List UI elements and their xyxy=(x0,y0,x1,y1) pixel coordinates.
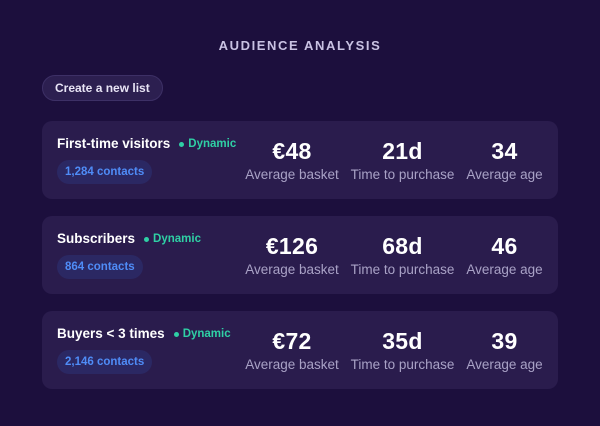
metric-average-age: 39 Average age xyxy=(462,311,547,389)
metric-time-to-purchase: 35d Time to purchase xyxy=(347,311,458,389)
metric-value: 39 xyxy=(491,328,518,354)
audience-name: First-time visitors xyxy=(57,136,171,151)
metric-value: €72 xyxy=(272,328,312,354)
metric-value: 35d xyxy=(382,328,423,354)
metric-average-basket: €126 Average basket xyxy=(242,216,342,294)
status-dot-icon xyxy=(173,331,179,337)
metric-average-basket: €48 Average basket xyxy=(242,121,342,199)
dynamic-tag: Dynamic xyxy=(179,137,236,151)
metric-value: €48 xyxy=(272,138,312,164)
status-dot-icon xyxy=(144,236,150,242)
metric-label: Average age xyxy=(466,262,543,277)
dynamic-tag: Dynamic xyxy=(173,327,231,341)
audience-card-info: Buyers < 3 times Dynamic 2,146 contacts xyxy=(57,311,252,389)
metric-time-to-purchase: 21d Time to purchase xyxy=(347,121,458,199)
metric-average-basket: €72 Average basket xyxy=(242,311,342,389)
audience-card[interactable]: Buyers < 3 times Dynamic 2,146 contacts … xyxy=(42,311,558,389)
metric-average-age: 34 Average age xyxy=(462,121,547,199)
metric-label: Average basket xyxy=(245,167,339,182)
contacts-badge[interactable]: 2,146 contacts xyxy=(57,350,153,374)
dynamic-tag: Dynamic xyxy=(144,232,201,246)
metric-value: €126 xyxy=(265,233,319,259)
audience-name-row: Buyers < 3 times Dynamic xyxy=(57,326,231,342)
metric-label: Average basket xyxy=(245,357,339,372)
dynamic-tag-label: Dynamic xyxy=(188,138,237,150)
metric-value: 21d xyxy=(382,138,423,164)
metric-average-age: 46 Average age xyxy=(462,216,547,294)
metric-time-to-purchase: 68d Time to purchase xyxy=(347,216,458,294)
audience-name-row: First-time visitors Dynamic xyxy=(57,136,236,152)
metric-label: Average basket xyxy=(245,262,339,277)
metric-label: Average age xyxy=(466,167,543,182)
dynamic-tag-label: Dynamic xyxy=(153,233,201,245)
metric-value: 46 xyxy=(491,233,518,259)
audience-name-row: Subscribers Dynamic xyxy=(57,231,201,247)
metric-value: 34 xyxy=(491,138,518,164)
audience-card-info: Subscribers Dynamic 864 contacts xyxy=(57,216,252,294)
audience-card[interactable]: Subscribers Dynamic 864 contacts €126 Av… xyxy=(42,216,558,294)
contacts-badge[interactable]: 864 contacts xyxy=(57,255,143,279)
audience-card[interactable]: First-time visitors Dynamic 1,284 contac… xyxy=(42,121,558,199)
metric-label: Average age xyxy=(466,357,543,372)
audience-card-info: First-time visitors Dynamic 1,284 contac… xyxy=(57,121,252,199)
audience-name: Subscribers xyxy=(57,231,136,246)
contacts-badge[interactable]: 1,284 contacts xyxy=(57,160,153,184)
dynamic-tag-label: Dynamic xyxy=(182,328,231,340)
metric-label: Time to purchase xyxy=(350,262,455,277)
metric-label: Time to purchase xyxy=(350,167,455,182)
audience-list: First-time visitors Dynamic 1,284 contac… xyxy=(42,121,558,406)
metric-value: 68d xyxy=(382,233,423,259)
status-dot-icon xyxy=(179,141,185,147)
create-list-button[interactable]: Create a new list xyxy=(42,75,163,101)
metric-label: Time to purchase xyxy=(350,357,455,372)
audience-name: Buyers < 3 times xyxy=(57,326,165,341)
page-title: AUDIENCE ANALYSIS xyxy=(218,38,382,53)
